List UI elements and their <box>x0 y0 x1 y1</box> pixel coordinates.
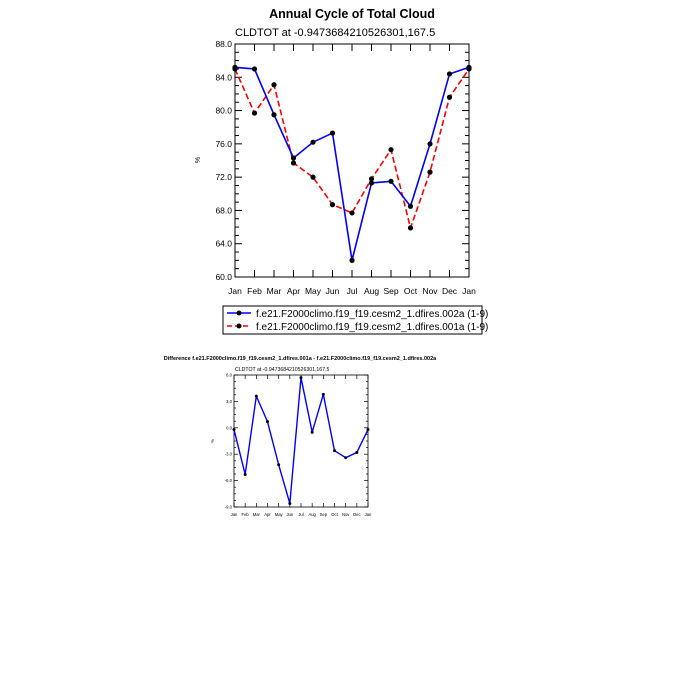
chart-title-difference: Difference f.e21.F2000climo.f19_f19.cesm… <box>164 356 437 362</box>
data-point <box>368 176 375 182</box>
x-tick-label: Aug <box>308 512 316 517</box>
data-point <box>232 428 236 432</box>
x-tick-label: Jan <box>365 512 372 517</box>
y-axis-label-difference: % <box>210 439 215 443</box>
y-axis-label: % <box>195 157 202 163</box>
chart-subtitle-difference: CLDTOT at -0.9473684210526301,167.5 <box>235 367 330 373</box>
x-tick-label: Mar <box>267 286 282 296</box>
y-tick-label: 0.0 <box>226 425 232 430</box>
x-tick-label: Jan <box>462 286 476 296</box>
data-point <box>288 501 292 505</box>
data-point <box>446 94 453 100</box>
data-point <box>349 210 355 216</box>
plot-frame-difference <box>233 374 369 508</box>
data-point <box>427 169 433 175</box>
y-tick-label: 88.0 <box>215 39 232 49</box>
data-point <box>299 376 303 380</box>
data-point <box>329 202 336 208</box>
y-tick-label: -9.0 <box>225 504 233 509</box>
data-point <box>266 420 269 424</box>
legend-label-001a: f.e21.F2000climo.f19_f19.cesm2_1.dfires.… <box>256 322 488 333</box>
x-tick-label: Nov <box>342 512 350 517</box>
y-tick-label: -6.0 <box>225 478 233 483</box>
data-point <box>254 394 258 398</box>
data-point <box>329 130 336 136</box>
x-tick-label: Sep <box>383 286 398 296</box>
x-tick-label: Dec <box>353 512 360 517</box>
x-tick-label: Dec <box>442 286 458 296</box>
data-point <box>310 139 316 145</box>
data-point <box>407 225 414 231</box>
x-tick-label: Aug <box>364 286 379 296</box>
data-point <box>251 66 258 72</box>
chart-main: Annual Cycle of Total Cloud CLDTOT at -0… <box>195 7 488 335</box>
y-tick-label: 72.0 <box>215 172 232 182</box>
series-line-0 <box>233 376 369 505</box>
x-tick-label: Apr <box>287 286 300 296</box>
x-tick-label: Oct <box>331 512 338 517</box>
x-tick-label: May <box>305 286 322 296</box>
x-tick-label: Jul <box>347 286 358 296</box>
data-point <box>344 456 348 460</box>
x-tick-label: Jan <box>231 512 238 517</box>
data-point <box>290 160 297 166</box>
y-tick-label: 84.0 <box>215 72 232 82</box>
data-point <box>251 110 258 116</box>
y-tick-label: 80.0 <box>215 106 232 116</box>
legend-marker-001a <box>236 323 242 329</box>
x-tick-label: Feb <box>247 286 262 296</box>
x-tick-label: Jul <box>298 512 303 517</box>
data-point <box>243 472 247 476</box>
data-point <box>271 112 277 118</box>
series-line-1 <box>234 68 470 229</box>
data-point <box>349 257 355 263</box>
data-point <box>310 430 314 434</box>
x-tick-label: Apr <box>264 512 271 517</box>
x-tick-label: Nov <box>422 286 438 296</box>
y-tick-label: 60.0 <box>215 272 232 282</box>
y-tick-label: 64.0 <box>215 239 232 249</box>
data-point <box>466 64 472 70</box>
data-point <box>355 450 359 454</box>
x-tick-label: Feb <box>242 512 250 517</box>
series-line-0 <box>234 66 470 262</box>
data-point <box>388 178 394 184</box>
data-point <box>368 180 375 186</box>
data-point <box>271 82 277 88</box>
chart-difference: Difference f.e21.F2000climo.f19_f19.cesm… <box>164 356 437 517</box>
x-tick-label: May <box>275 512 284 517</box>
data-point <box>333 449 336 453</box>
y-tick-label: 68.0 <box>215 205 232 215</box>
chart-title: Annual Cycle of Total Cloud <box>269 7 435 21</box>
legend-box <box>222 305 483 335</box>
data-point <box>310 174 316 180</box>
data-point <box>446 71 453 77</box>
chart-subtitle: CLDTOT at -0.9473684210526301,167.5 <box>235 27 435 39</box>
x-tick-label: Jan <box>228 286 242 296</box>
legend-label-002a: f.e21.F2000climo.f19_f19.cesm2_1.dfires.… <box>256 309 488 320</box>
data-point <box>366 428 370 432</box>
y-tick-label: -3.0 <box>225 452 233 457</box>
plot-frame <box>234 43 470 278</box>
y-tick-label: 3.0 <box>226 399 232 404</box>
x-tick-label: Jun <box>286 512 293 517</box>
x-tick-label: Mar <box>253 512 261 517</box>
x-tick-label: Sep <box>320 512 328 517</box>
x-tick-label: Jun <box>326 286 340 296</box>
x-tick-label: Oct <box>404 286 418 296</box>
data-point <box>277 463 281 467</box>
data-point <box>427 141 433 147</box>
data-point <box>388 147 394 153</box>
y-tick-label: 76.0 <box>215 139 232 149</box>
data-point <box>321 392 325 396</box>
data-point <box>232 64 238 70</box>
data-point <box>407 203 414 209</box>
legend-marker-002a <box>236 310 242 316</box>
y-tick-label: 6.0 <box>226 372 232 377</box>
data-point <box>290 155 297 161</box>
